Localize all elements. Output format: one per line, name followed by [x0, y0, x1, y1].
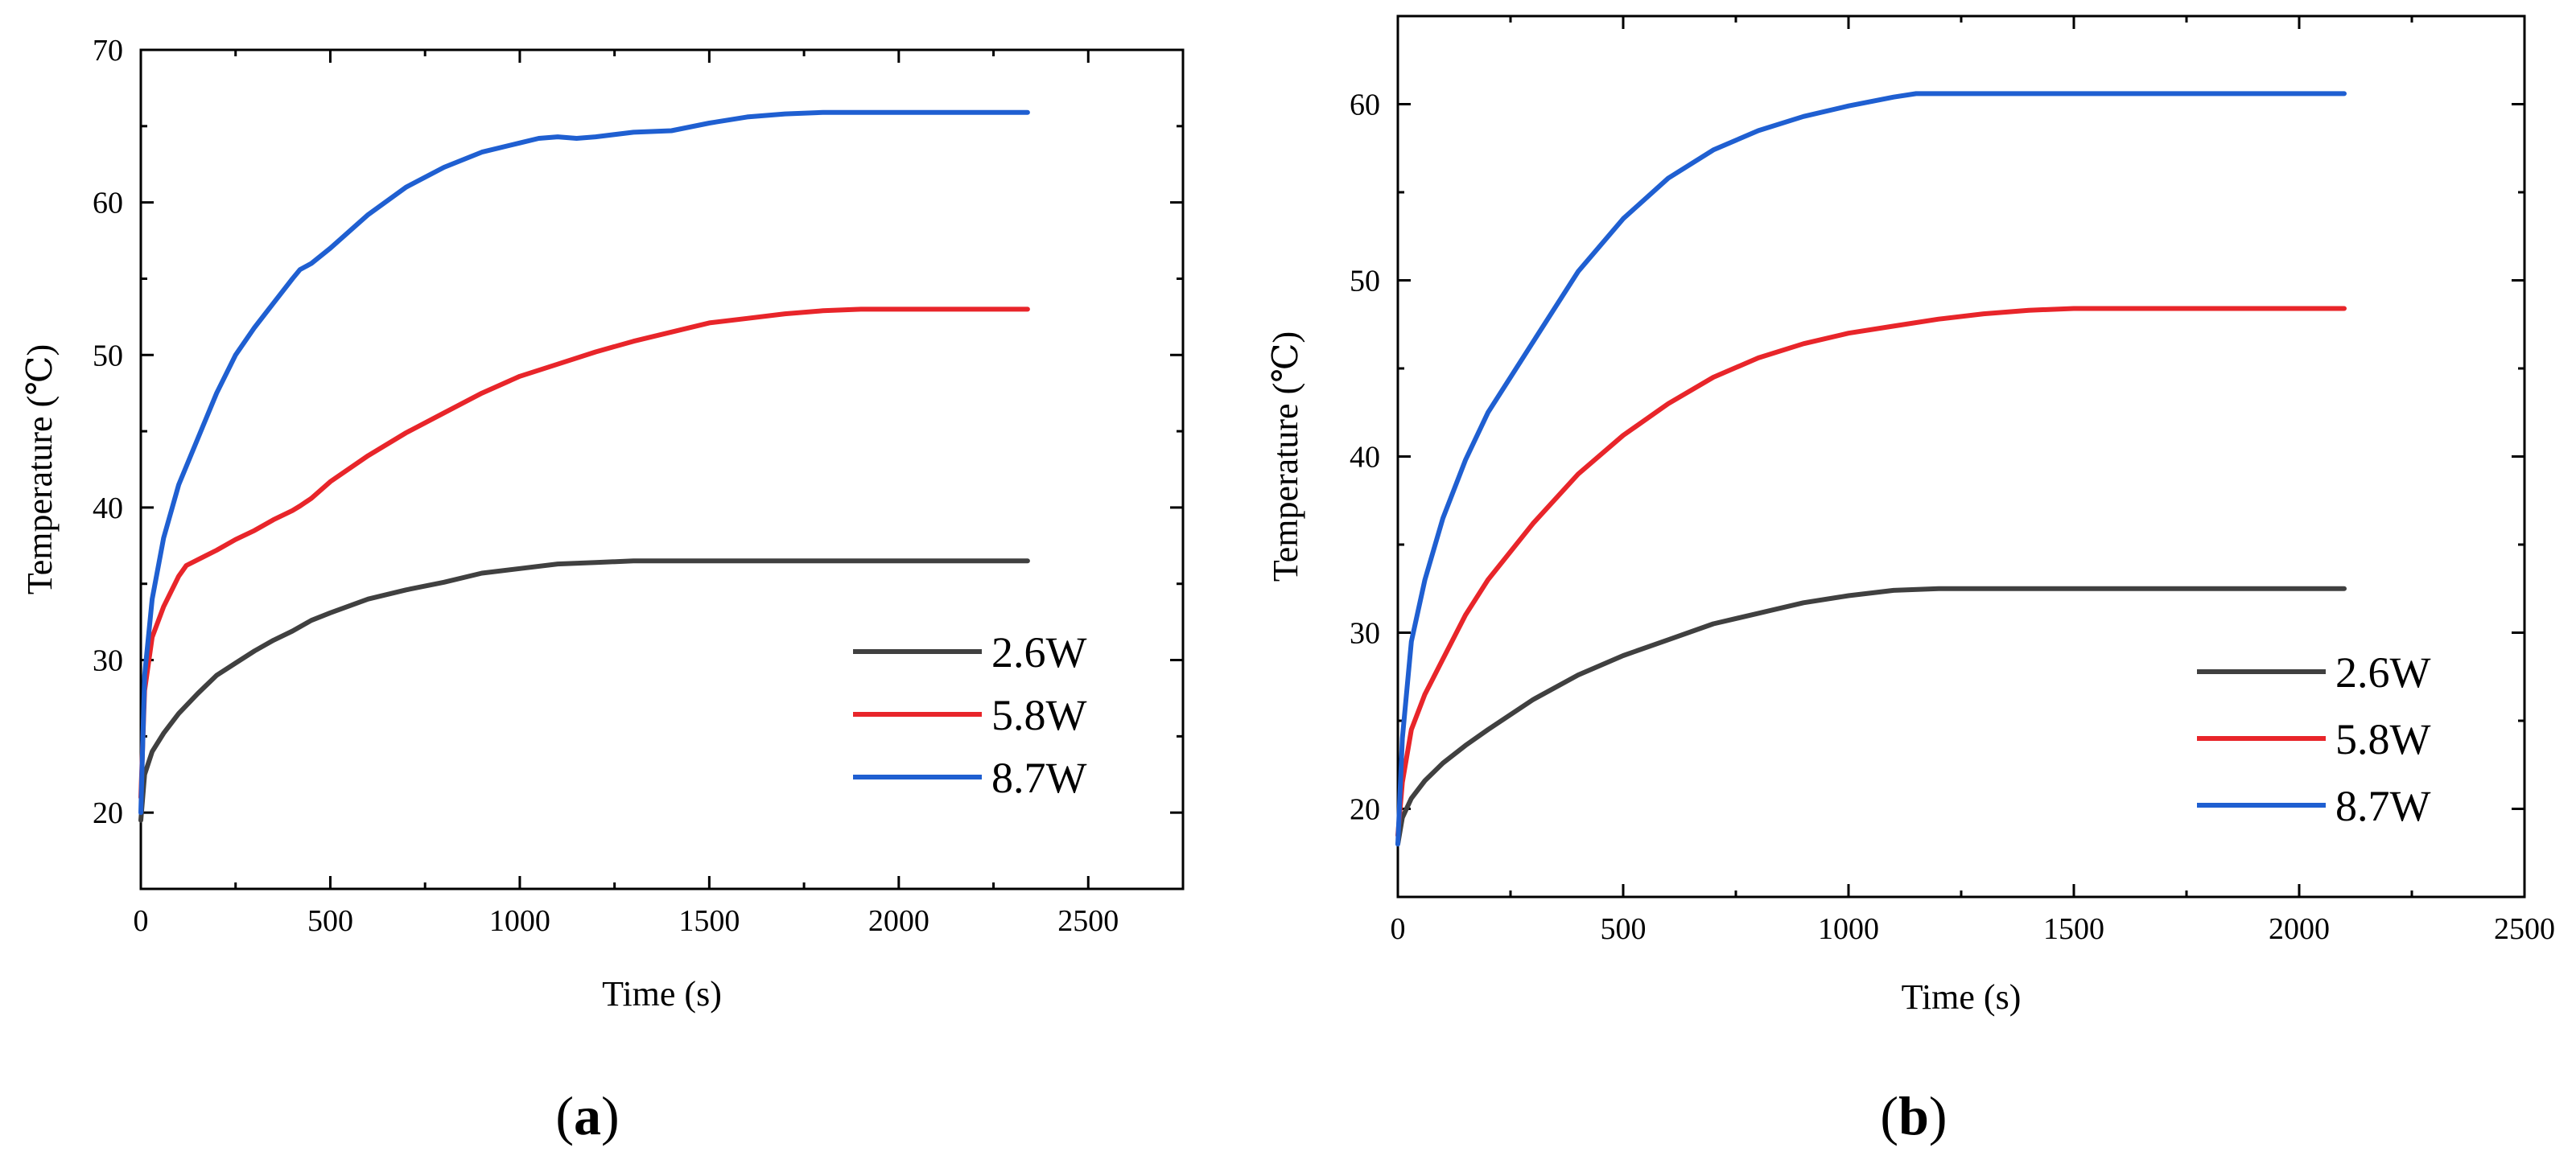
chart-a: 0 500 1000 1500 2000 2500 20 30 40 50 60 70 Time (s)…: [20, 34, 1185, 1014]
y-tick-label: 30: [1350, 617, 1380, 651]
legend-label-2.6W: 2.6W: [2335, 648, 2431, 697]
x-tick-label: 1500: [678, 904, 740, 938]
x-tick-label: 0: [1391, 912, 1406, 946]
series-line-5.8W: [138, 306, 1030, 800]
plot-frame: [139, 48, 1185, 890]
x-axis-label: Time (s): [1902, 977, 2022, 1017]
panel-label-b: (b): [1880, 1085, 1947, 1146]
x-axis-label: Time (s): [602, 974, 722, 1014]
series-line-2.6W: [138, 558, 1030, 823]
x-tick-label: 2000: [2269, 912, 2330, 946]
x-tick-label: 1000: [1818, 912, 1879, 946]
x-tick-label: 500: [307, 904, 353, 938]
y-tick-label: 70: [93, 34, 123, 68]
y-tick-label: 50: [1350, 265, 1380, 298]
y-axis-label: Temperature (℃): [1266, 331, 1305, 582]
y-tick-label: 40: [93, 492, 123, 525]
series-line-5.8W: [1395, 306, 2347, 838]
y-axis-label: Temperature (℃): [20, 344, 60, 594]
panel-label-a: (a): [555, 1085, 619, 1146]
y-tick-label: 40: [1350, 441, 1380, 475]
y-tick-label: 60: [93, 187, 123, 220]
series-line-8.7W: [1395, 91, 2347, 847]
y-tick-label: 50: [93, 339, 123, 372]
x-tick-label: 2500: [1057, 904, 1119, 938]
legend-label-8.7W: 8.7W: [2335, 782, 2431, 830]
x-tick-label: 2000: [868, 904, 929, 938]
y-tick-label: 20: [1350, 793, 1380, 827]
x-tick-label: 1500: [2043, 912, 2104, 946]
series-line-8.7W: [138, 109, 1030, 816]
x-tick-label: 1000: [489, 904, 550, 938]
plot-frame: [1396, 14, 2526, 899]
legend-label-8.7W: 8.7W: [991, 754, 1087, 802]
y-tick-label: 60: [1350, 88, 1380, 122]
x-tick-label: 0: [134, 904, 149, 938]
series-line-2.6W: [1395, 586, 2347, 847]
y-tick-label: 30: [93, 644, 123, 678]
legend-label-5.8W: 5.8W: [2335, 715, 2431, 763]
chart-b: 0 500 1000 1500 2000 2500 20 30 40 50 60 Time (s) Te…: [1266, 14, 2555, 1017]
y-tick-label: 20: [93, 796, 123, 830]
x-tick-label: 2500: [2494, 912, 2555, 946]
legend-label-2.6W: 2.6W: [991, 628, 1087, 677]
legend-label-5.8W: 5.8W: [991, 691, 1087, 739]
x-tick-label: 500: [1601, 912, 1647, 946]
